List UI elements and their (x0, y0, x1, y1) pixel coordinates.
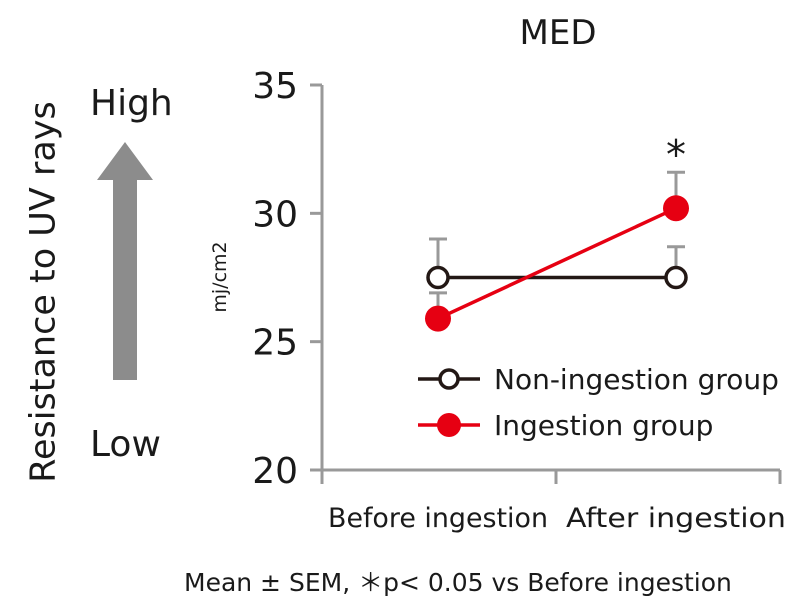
up-arrow-shape (97, 142, 153, 380)
series-line (437, 206, 677, 321)
series-group (425, 170, 689, 332)
y-tick-label: 20 (252, 451, 298, 492)
legend-label: Ingestion group (494, 409, 713, 442)
footnote: Mean ± SEM, ＊p< 0.05 vs Before ingestion (184, 568, 732, 597)
series-2 (425, 170, 689, 332)
low-label: Low (90, 424, 161, 465)
legend-marker (437, 413, 461, 437)
y-tick-label: 35 (252, 66, 298, 107)
data-point (426, 265, 450, 290)
chart-title: MED (520, 13, 597, 53)
high-label: High (90, 83, 173, 124)
y-tick-label: 25 (252, 323, 298, 364)
data-point (663, 195, 689, 222)
data-point (664, 265, 688, 290)
up-arrow-icon (97, 142, 153, 380)
x-tick-label: Before ingestion (328, 503, 548, 534)
significance-asterisk: * (666, 133, 686, 179)
y-tick-label: 30 (252, 194, 298, 235)
data-point (425, 305, 451, 332)
y-axis-label: mj/cm2 (209, 241, 231, 312)
legend-marker (438, 368, 460, 390)
series-1 (426, 237, 688, 290)
x-tick-label: After ingestion (566, 503, 786, 534)
legend-label: Non-ingestion group (494, 363, 779, 396)
